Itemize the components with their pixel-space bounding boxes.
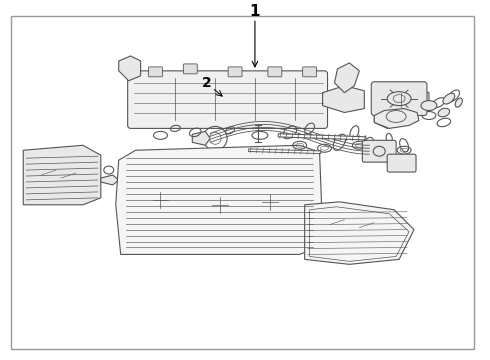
Ellipse shape	[421, 100, 437, 111]
FancyBboxPatch shape	[387, 154, 416, 172]
Polygon shape	[305, 202, 414, 264]
Polygon shape	[374, 109, 419, 129]
Text: 2: 2	[202, 76, 212, 90]
Text: 1: 1	[250, 4, 260, 19]
Polygon shape	[116, 145, 321, 255]
FancyBboxPatch shape	[303, 67, 317, 77]
Ellipse shape	[438, 108, 450, 117]
FancyBboxPatch shape	[268, 67, 282, 77]
FancyBboxPatch shape	[148, 67, 163, 77]
Ellipse shape	[443, 93, 455, 104]
Polygon shape	[322, 86, 365, 113]
Polygon shape	[101, 175, 119, 185]
Ellipse shape	[455, 98, 463, 107]
Polygon shape	[374, 89, 429, 113]
Polygon shape	[23, 145, 101, 205]
Polygon shape	[192, 131, 210, 145]
Polygon shape	[374, 109, 414, 129]
Polygon shape	[119, 56, 141, 81]
FancyBboxPatch shape	[183, 64, 197, 74]
FancyBboxPatch shape	[228, 67, 242, 77]
FancyBboxPatch shape	[128, 71, 327, 129]
FancyBboxPatch shape	[371, 82, 427, 116]
FancyBboxPatch shape	[362, 140, 396, 162]
Polygon shape	[335, 63, 359, 93]
